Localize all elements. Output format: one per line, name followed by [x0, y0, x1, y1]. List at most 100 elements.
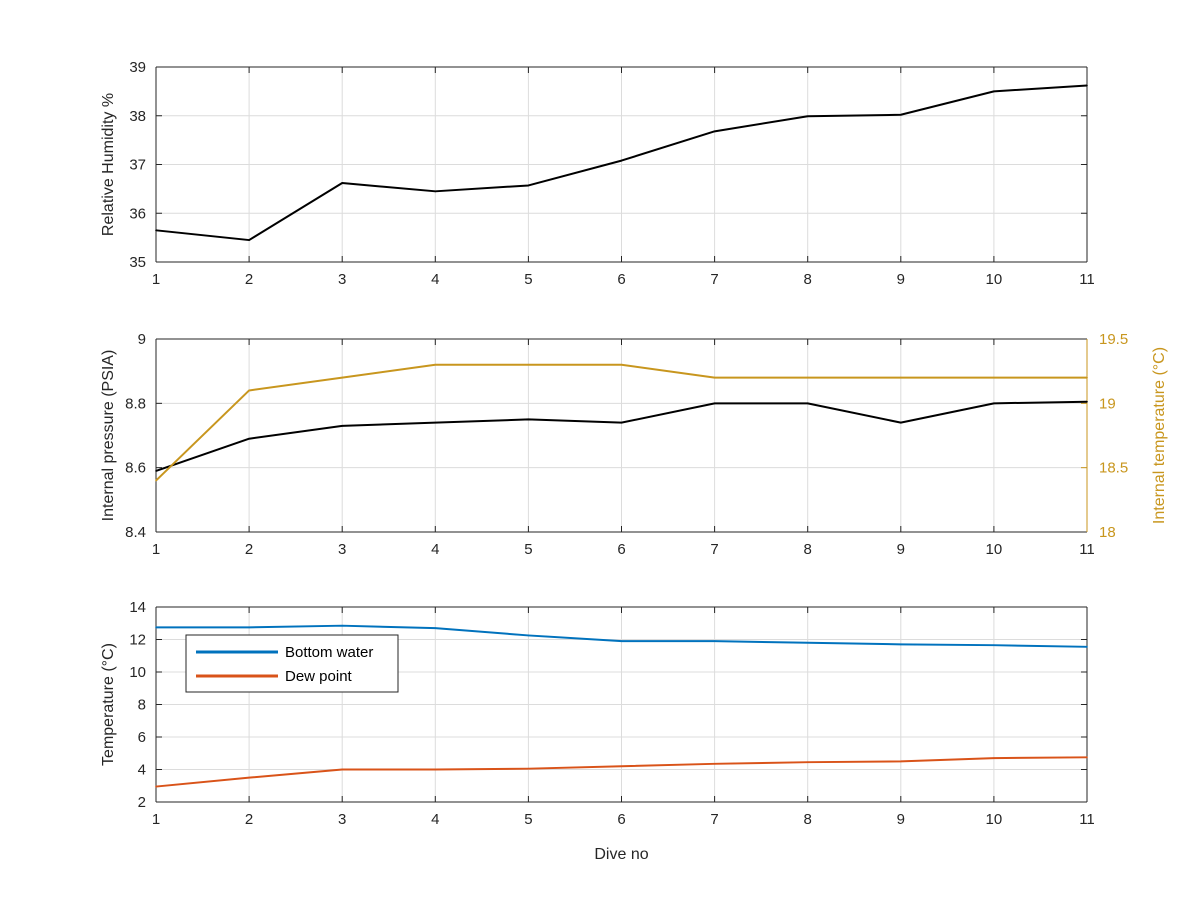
data-point — [1086, 400, 1088, 403]
y-tick-label: 14 — [129, 599, 146, 616]
data-point — [806, 641, 809, 644]
data-point — [713, 376, 716, 379]
data-point — [620, 640, 623, 642]
data-point — [1086, 376, 1088, 379]
x-axis-label: Dive no — [594, 846, 648, 863]
x-tick-label: 6 — [617, 811, 625, 828]
data-point — [155, 626, 157, 629]
data-point — [713, 130, 716, 133]
x-tick-label: 10 — [986, 811, 1003, 828]
x-tick-label: 9 — [897, 271, 905, 288]
x-tick-label: 2 — [245, 271, 253, 288]
data-point — [527, 363, 530, 366]
y-axis-label-right: Internal temperature (°C) — [1151, 347, 1168, 524]
x-tick-label: 3 — [338, 811, 346, 828]
x-tick-label: 7 — [710, 811, 718, 828]
data-point — [434, 421, 437, 424]
data-point — [1086, 646, 1088, 648]
y-axis-label: Relative Humidity % — [100, 93, 117, 236]
data-point — [527, 634, 530, 637]
data-point — [900, 113, 902, 116]
data-point — [993, 757, 995, 759]
y-tick-label: 8.6 — [125, 460, 146, 477]
data-point — [434, 768, 437, 771]
y-tick-label: 38 — [129, 108, 146, 125]
data-point — [248, 239, 250, 241]
data-point — [806, 376, 809, 379]
data-point — [527, 418, 530, 421]
x-tick-label: 6 — [617, 271, 625, 288]
data-point — [993, 90, 995, 93]
data-point — [1086, 756, 1088, 759]
x-tick-label: 8 — [804, 271, 812, 288]
y-tick-label: 8.8 — [125, 395, 146, 412]
data-point — [155, 229, 157, 232]
legend-label: Dew point — [285, 668, 353, 685]
x-tick-label: 3 — [338, 271, 346, 288]
y-tick-label: 8.4 — [125, 524, 146, 541]
data-point — [341, 182, 344, 184]
x-tick-label: 11 — [1079, 811, 1095, 828]
x-tick-label: 8 — [804, 541, 812, 558]
data-point — [900, 421, 902, 424]
data-point — [341, 376, 344, 379]
data-point — [341, 768, 344, 771]
y-right-tick-label: 19.5 — [1099, 331, 1128, 348]
humidity-panel: 1 2 3 4 5 6 7 8 9 10 11 35 36 37 38 39 Relative Humidity… — [100, 59, 1095, 288]
data-point — [713, 402, 716, 405]
data-point — [248, 626, 250, 629]
data-point — [527, 184, 530, 187]
y-tick-label: 12 — [129, 632, 146, 649]
x-tick-label: 11 — [1079, 271, 1095, 288]
x-tick-label: 7 — [710, 271, 718, 288]
data-point — [248, 776, 250, 779]
data-point — [620, 765, 623, 768]
y-tick-label: 8 — [138, 697, 146, 714]
data-point — [806, 761, 809, 763]
y-tick-label: 37 — [129, 157, 146, 174]
data-point — [806, 115, 809, 118]
data-point — [155, 470, 157, 472]
y-tick-label: 9 — [138, 331, 146, 348]
x-tick-label: 5 — [524, 271, 532, 288]
x-tick-label: 9 — [897, 541, 905, 558]
x-tick-label: 7 — [710, 541, 718, 558]
y-tick-label: 39 — [129, 59, 146, 76]
data-point — [1086, 84, 1088, 87]
data-point — [620, 159, 623, 162]
y-tick-label: 4 — [138, 762, 146, 779]
y-tick-label: 6 — [138, 729, 146, 746]
x-tick-label: 1 — [152, 541, 160, 558]
data-point — [620, 363, 623, 366]
legend-box — [185, 634, 399, 693]
x-tick-label: 1 — [152, 811, 160, 828]
x-tick-label: 6 — [617, 541, 625, 558]
data-point — [620, 421, 623, 424]
x-tick-label: 5 — [524, 541, 532, 558]
y-axis-label: Internal pressure (PSIA) — [100, 350, 117, 522]
data-point — [993, 376, 995, 379]
data-point — [900, 643, 902, 646]
data-point — [900, 760, 902, 763]
y-axis-label: Temperature (°C) — [100, 643, 117, 766]
x-tick-label: 1 — [152, 271, 160, 288]
x-tick-label: 4 — [431, 541, 439, 558]
data-point — [806, 402, 809, 405]
data-point — [993, 644, 995, 646]
x-tick-label: 5 — [524, 811, 532, 828]
y-tick-label: 2 — [138, 794, 146, 811]
y-tick-label: 10 — [129, 664, 146, 681]
y-right-tick-label: 18 — [1099, 524, 1116, 541]
x-tick-label: 11 — [1079, 541, 1095, 558]
x-tick-label: 10 — [986, 541, 1003, 558]
data-point — [248, 389, 250, 392]
x-tick-label: 4 — [431, 811, 439, 828]
data-point — [434, 627, 437, 629]
data-point — [434, 190, 437, 193]
data-point — [993, 402, 995, 405]
data-point — [713, 763, 716, 765]
y-right-tick-label: 18.5 — [1099, 460, 1128, 477]
data-point — [434, 363, 437, 366]
